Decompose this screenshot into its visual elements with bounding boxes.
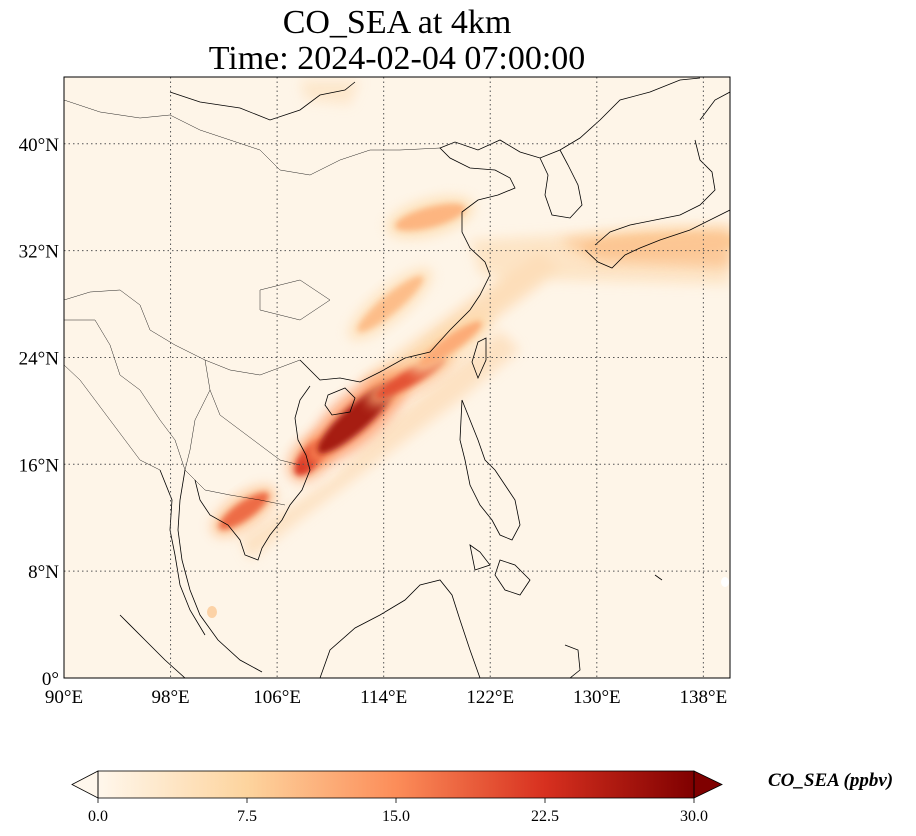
colorbar-tick-label: 15.0	[382, 808, 410, 825]
colorbar-tick-label: 7.5	[237, 808, 257, 825]
lon-tick-label: 106°E	[253, 687, 301, 708]
co-plume	[348, 268, 432, 341]
co-plume	[410, 314, 491, 374]
lon-tick-label: 98°E	[151, 687, 189, 708]
lon-tick-label: 138°E	[680, 687, 728, 708]
map-title: CO_SEA at 4km	[282, 4, 512, 41]
lon-tick-label: 122°E	[466, 687, 514, 708]
co-plume	[211, 485, 276, 537]
lat-tick-label: 16°N	[19, 455, 60, 476]
colorbar-gradient	[98, 771, 694, 798]
lat-tick-label: 40°N	[19, 135, 60, 156]
colorbar: 0.0 7.5 15.0 22.5 30.0	[71, 770, 723, 825]
missing-data-patch	[721, 577, 729, 587]
lon-tick-label: 114°E	[360, 687, 407, 708]
pacific-outflow-band	[560, 230, 730, 268]
coastlines	[119, 77, 730, 678]
colorbar-tick-label: 30.0	[680, 808, 708, 825]
colorbar-tick-label: 22.5	[531, 808, 559, 825]
colorbar-extend-min	[71, 770, 99, 799]
small-plume-patch	[207, 606, 217, 618]
co-concentration-field	[207, 80, 730, 618]
country-borders	[64, 99, 441, 506]
map-subtitle: Time: 2024-02-04 07:00:00	[208, 40, 586, 77]
map-frame	[63, 76, 731, 679]
lon-tick-label: 130°E	[573, 687, 621, 708]
colorbar-tick-label: 0.0	[88, 808, 108, 825]
colorbar-label: CO_SEA (ppbv)	[768, 770, 894, 791]
co-plume	[386, 196, 475, 239]
colorbar-extend-max	[693, 770, 723, 799]
lat-tick-label: 8°N	[28, 562, 59, 583]
lat-tick-label: 32°N	[19, 242, 60, 263]
lat-tick-label: 0°	[42, 669, 59, 690]
lat-tick-label: 24°N	[19, 348, 60, 369]
lon-tick-label: 90°E	[45, 687, 83, 708]
gridlines	[64, 77, 730, 678]
